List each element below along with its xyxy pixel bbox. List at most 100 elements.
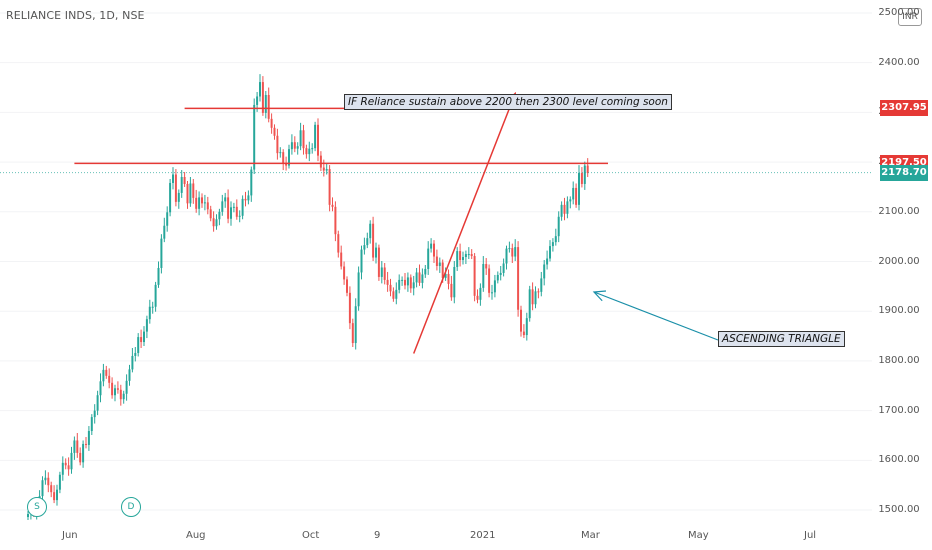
candle-body (508, 248, 511, 250)
candle-body (334, 206, 337, 235)
candle-body (111, 382, 114, 396)
candle-body (343, 266, 346, 280)
candle-body (346, 279, 348, 293)
candle-body (261, 82, 264, 113)
pointer-arrowhead (592, 290, 607, 302)
candle-body (366, 238, 369, 246)
y-tick-label: 2100.00 (878, 205, 920, 217)
candle-body (212, 218, 215, 227)
candle-body (282, 152, 285, 164)
candle-body (290, 142, 293, 150)
candle-body (418, 272, 421, 283)
x-tick-label: Oct (302, 530, 320, 541)
candle-body (488, 268, 491, 293)
candle-body (145, 319, 148, 332)
candle-body (435, 256, 438, 266)
candle-body (470, 254, 473, 257)
candle-body (61, 462, 64, 475)
candle-body (218, 211, 221, 220)
candle-body (441, 262, 444, 278)
candle-body (404, 279, 406, 286)
candle-body (430, 243, 433, 249)
candle-body (50, 485, 53, 493)
candle-body (47, 477, 50, 486)
candle-body (221, 201, 224, 212)
candle-body (580, 173, 583, 184)
y-tick-label: 2000.00 (878, 255, 920, 267)
pattern-label[interactable]: ASCENDING TRIANGLE (718, 331, 845, 347)
candle-body (560, 204, 563, 217)
candle-body (363, 245, 366, 250)
currency-badge[interactable]: INR (898, 8, 922, 26)
candle-body (375, 247, 377, 258)
candle-body (189, 183, 192, 204)
candle-body (67, 465, 70, 470)
candle-body (134, 352, 137, 356)
candle-body (41, 480, 44, 497)
candle-body (58, 474, 61, 490)
pointer-arrow (593, 291, 719, 341)
candle-body (476, 295, 479, 300)
candle-body (201, 197, 203, 204)
candle-body (157, 267, 160, 285)
candle-body (482, 264, 485, 288)
candle-body (554, 236, 557, 243)
candle-body (198, 197, 201, 209)
symbol-title[interactable]: RELIANCE INDS, 1D, NSE (6, 9, 145, 22)
candle-body (319, 155, 322, 168)
candle-body (264, 94, 267, 113)
candle-body (456, 251, 459, 267)
candle-body (256, 96, 259, 105)
candle-body (70, 452, 73, 470)
ascending-trend-line (413, 93, 516, 354)
candle-body (114, 388, 116, 396)
candle-body (27, 514, 29, 518)
x-tick-label: Jun (62, 530, 78, 541)
candle-body (348, 292, 351, 324)
candle-body (372, 223, 375, 258)
candle-body (317, 124, 319, 156)
candle-body (253, 104, 256, 170)
candle-body (122, 393, 125, 400)
candle-body (493, 280, 496, 293)
breakout-note[interactable]: IF Reliance sustain above 2200 then 2300… (344, 94, 672, 110)
candle-body (528, 289, 531, 319)
candle-body (244, 198, 247, 201)
x-tick-label: Mar (581, 530, 600, 541)
candle-body (96, 395, 99, 411)
split-event-icon[interactable]: S (27, 497, 47, 517)
candle-body (331, 204, 334, 207)
candle-body (340, 252, 343, 267)
candle-body (116, 388, 119, 390)
candle-body (195, 197, 198, 209)
candle-body (517, 247, 520, 310)
candle-body (447, 273, 450, 284)
candle-body (293, 142, 296, 149)
candle-body (511, 248, 514, 257)
candle-body (314, 124, 317, 149)
candle-body (572, 187, 575, 200)
x-tick-label: 9 (374, 530, 381, 541)
candle-body (450, 283, 453, 298)
annotation-lines (0, 91, 872, 354)
candle-body (215, 219, 218, 227)
candle-body (267, 94, 270, 119)
candle-body (247, 195, 250, 201)
candle-body (479, 287, 482, 300)
candle-body (302, 130, 305, 149)
candle-body (462, 257, 464, 261)
candle-body (119, 389, 122, 400)
y-tick-label: 2400.00 (878, 56, 920, 68)
candle-body (569, 199, 572, 202)
dividend-event-icon[interactable]: D (121, 497, 141, 517)
candle-body (421, 274, 424, 283)
candle-body (183, 177, 186, 184)
candle-body (369, 223, 372, 239)
candle-body (305, 148, 308, 155)
candle-body (79, 452, 82, 463)
candle-body (273, 127, 276, 136)
candle-body (166, 212, 169, 226)
candle-body (154, 284, 157, 307)
candle-body (360, 249, 363, 273)
